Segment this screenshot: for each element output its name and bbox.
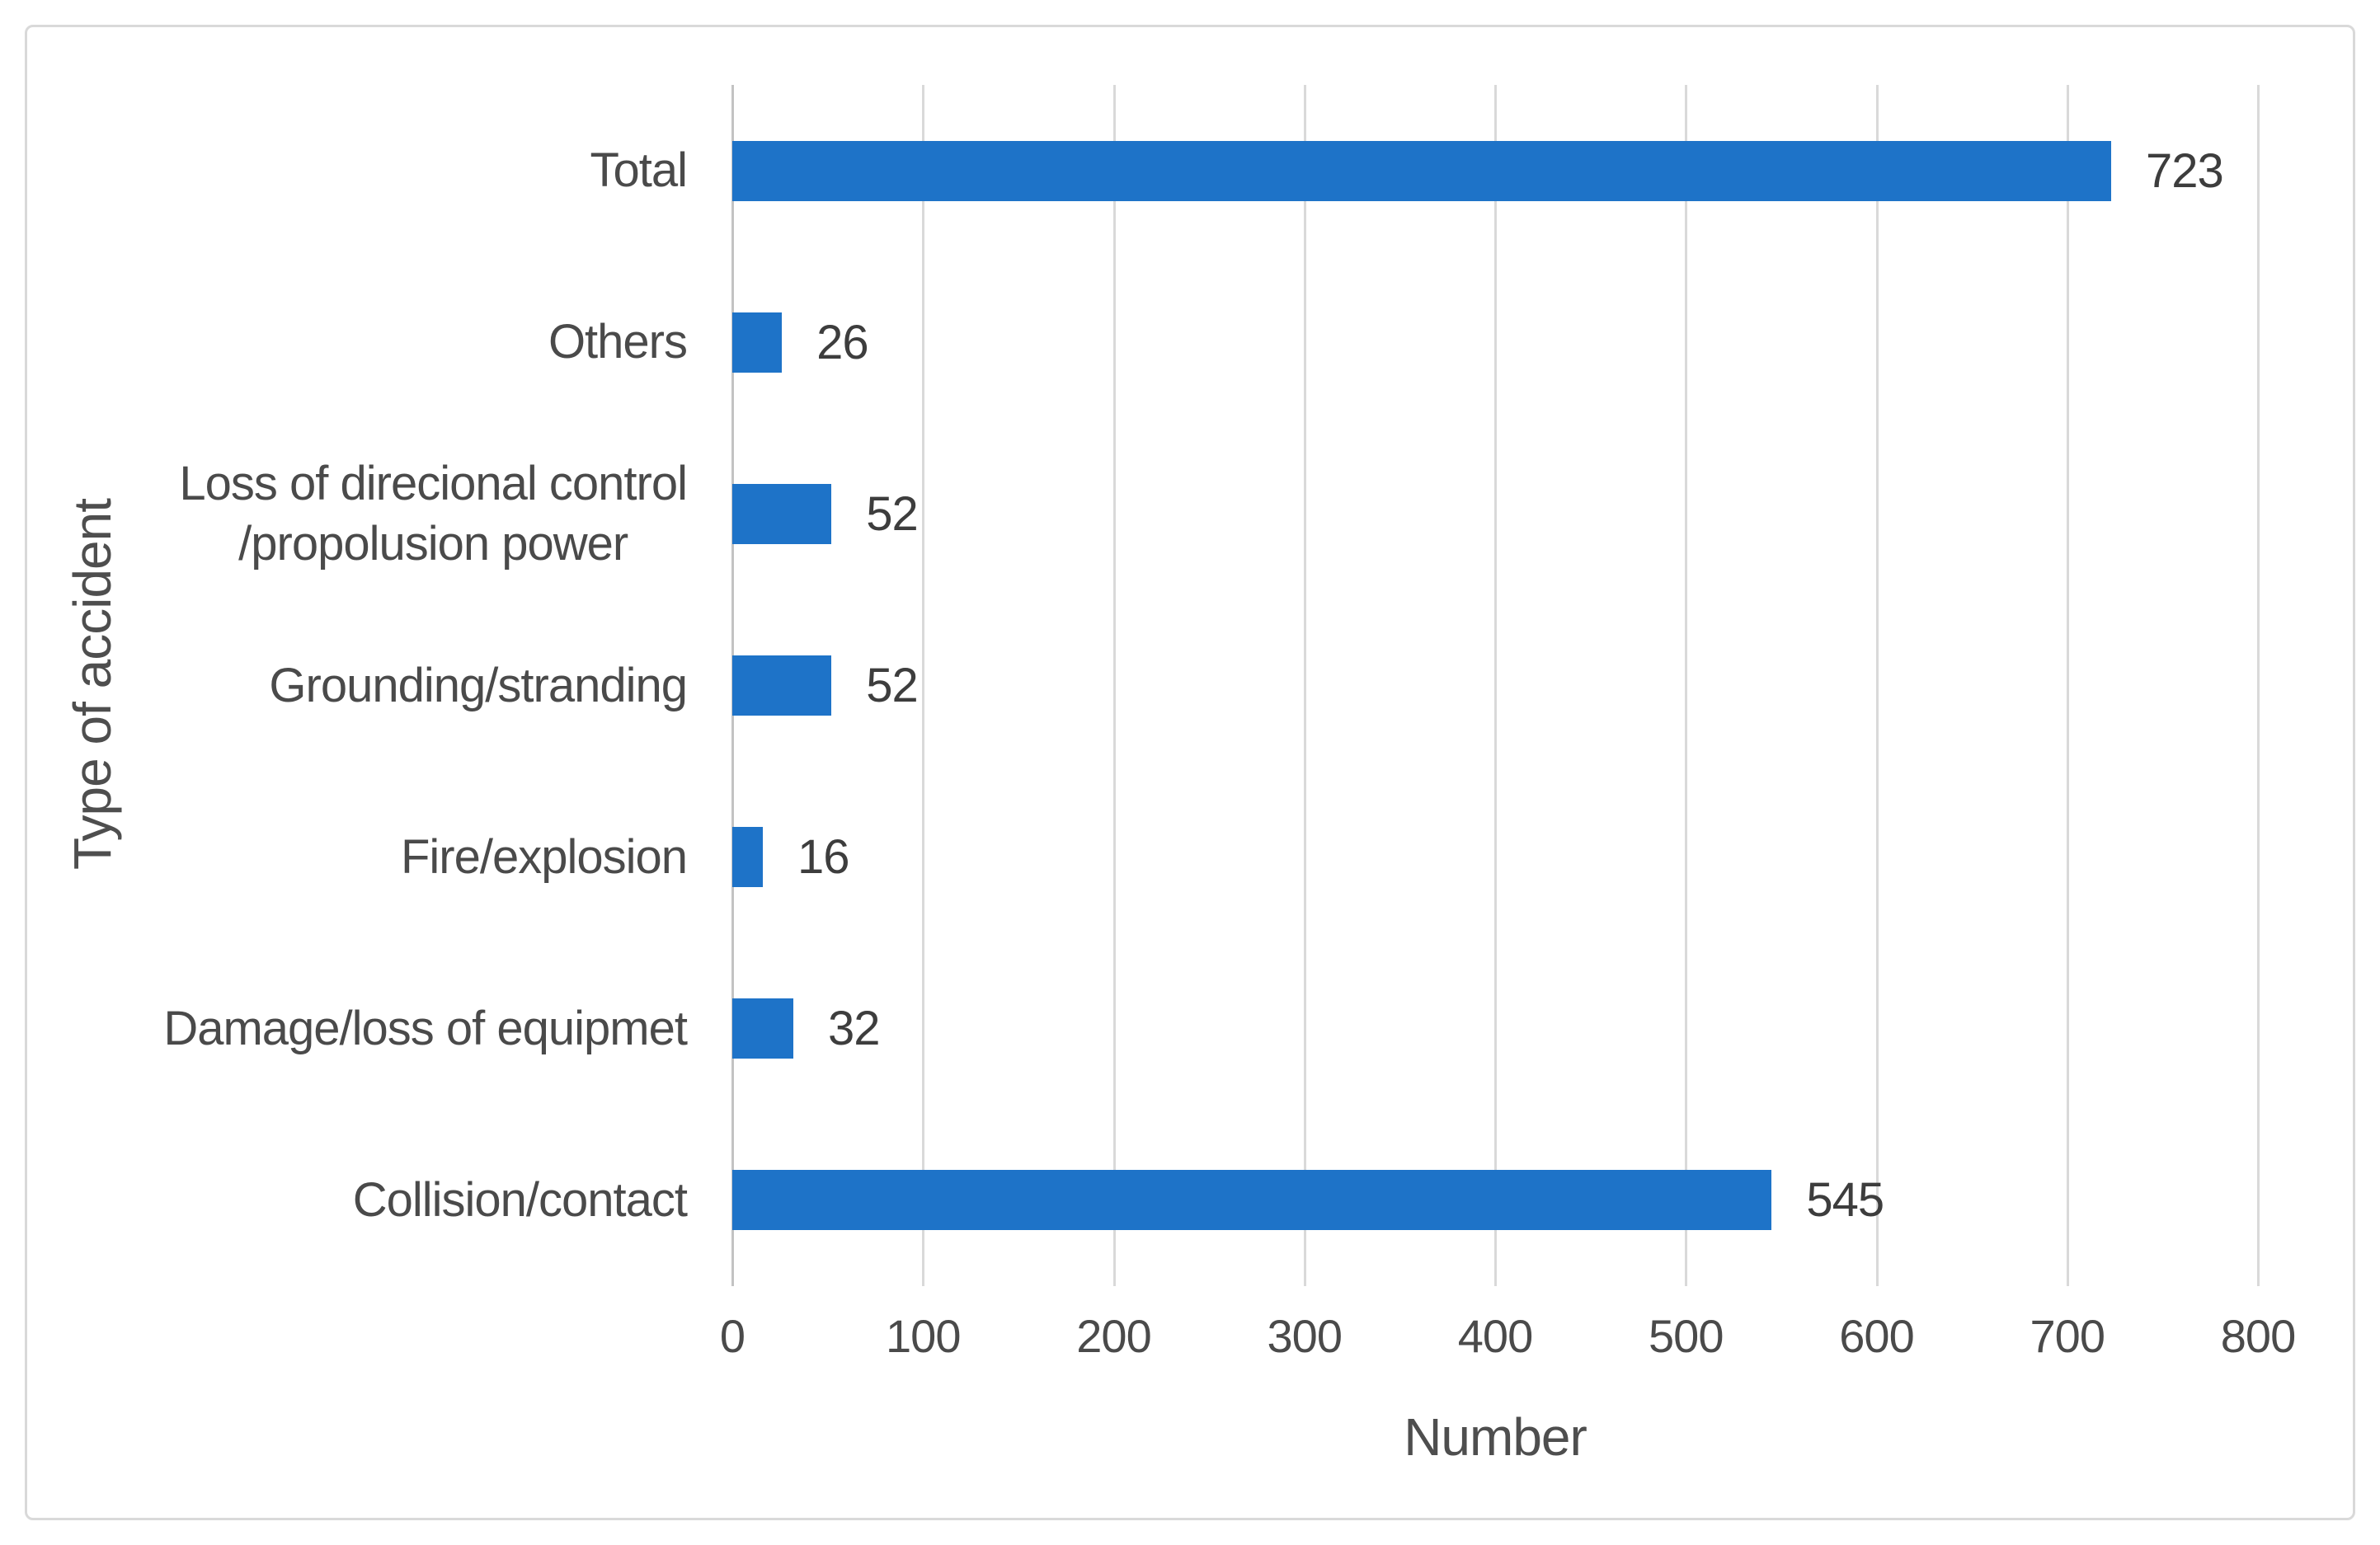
x-tick-label: 0: [719, 1310, 746, 1362]
category-row: Damage/loss of equipmet: [0, 943, 688, 1115]
x-axis-title: Number: [1404, 1407, 1587, 1467]
category-row: Loss of direcional control/propolusion p…: [0, 428, 688, 599]
bar-row: 32: [732, 943, 2258, 1115]
bar-total: [732, 140, 2111, 201]
bar-collision-contact: [732, 1170, 1772, 1231]
bar-grounding-stranding: [732, 655, 832, 716]
category-row: Others: [0, 256, 688, 428]
gridline: [1303, 85, 1306, 1286]
plot-area: 723 26 52 52 16 32 545: [731, 85, 2260, 1286]
category-label: Others: [548, 315, 688, 369]
x-tick-label: 600: [1839, 1310, 1914, 1362]
bar-value-label: 32: [828, 1002, 881, 1056]
x-tick-label: 300: [1267, 1310, 1343, 1362]
bar-row: 16: [732, 772, 2258, 943]
bar-value-label: 16: [797, 830, 850, 885]
bar-value-label: 545: [1806, 1173, 1884, 1228]
category-row: Grounding/stranding: [0, 599, 688, 771]
bar-damage-loss-of-equipmet: [732, 998, 793, 1059]
bar-value-label: 723: [2145, 143, 2224, 198]
category-row: Total: [0, 85, 688, 256]
bar-value-label: 26: [816, 315, 869, 369]
bar-fire-explosion: [732, 827, 763, 888]
category-label: Damage/loss of equipmet: [163, 1001, 688, 1055]
gridline: [1112, 85, 1116, 1286]
category-label: Loss of direcional control/propolusion p…: [179, 456, 688, 571]
x-tick-label: 800: [2220, 1310, 2296, 1362]
x-axis-tick-labels: 0 100 200 300 400 500 600 700 800: [0, 1309, 2380, 1367]
category-label: Collision/contact: [352, 1173, 688, 1228]
x-tick-label: 100: [886, 1310, 961, 1362]
category-axis-labels: Total Others Loss of direcional control/pr…: [0, 85, 688, 1286]
x-tick-label: 500: [1649, 1310, 1724, 1362]
bar-loss-of-direcional-control-propolusion-power: [732, 483, 832, 544]
category-label: Total: [590, 143, 688, 198]
category-label: Grounding/stranding: [269, 658, 688, 712]
gridline: [1875, 85, 1879, 1286]
category-row: Fire/explosion: [0, 772, 688, 943]
bar-row: 52: [732, 599, 2258, 771]
x-tick-label: 200: [1076, 1310, 1151, 1362]
bar-value-label: 52: [866, 658, 919, 712]
gridline: [1494, 85, 1497, 1286]
category-row: Collision/contact: [0, 1115, 688, 1286]
gridline: [922, 85, 925, 1286]
x-tick-label: 400: [1457, 1310, 1533, 1362]
bar-others: [732, 312, 783, 373]
gridline: [1685, 85, 1688, 1286]
bar-row: 52: [732, 428, 2258, 599]
x-tick-label: 700: [2030, 1310, 2105, 1362]
gridline: [2257, 85, 2260, 1286]
bar-row: 723: [732, 85, 2258, 256]
category-label: Fire/explosion: [400, 829, 688, 884]
gridline: [2066, 85, 2069, 1286]
bar-row: 545: [732, 1115, 2258, 1286]
figure-border: [25, 25, 2355, 1520]
bar-row: 26: [732, 256, 2258, 428]
bar-value-label: 52: [866, 486, 919, 541]
